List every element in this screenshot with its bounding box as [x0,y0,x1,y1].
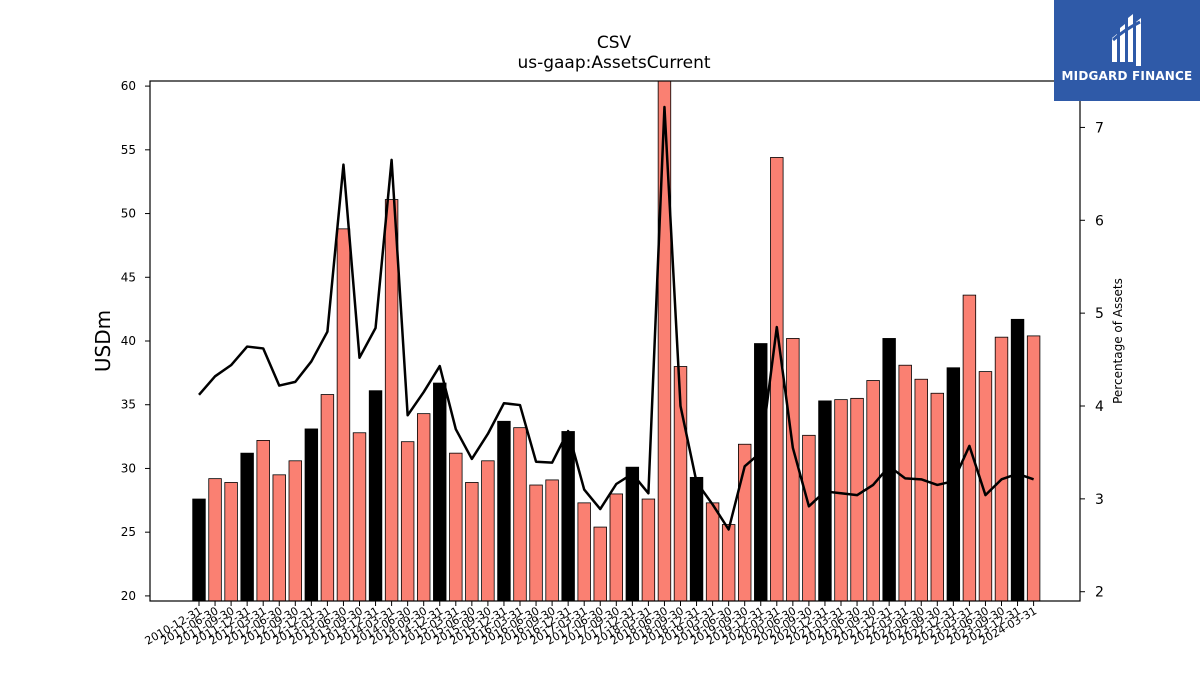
bar [1010,318,1025,602]
bar [384,199,399,602]
bar [208,478,222,602]
bar [802,434,816,602]
bar [930,392,945,602]
bar [866,380,880,602]
y-tick-label: 55 [121,143,136,157]
bar [978,371,993,602]
bar [224,482,238,602]
bar [834,399,848,602]
bar [561,431,575,602]
bar [914,378,928,602]
logo-text: MIDGARD FINANCE [1061,69,1193,83]
bar [272,474,286,602]
bar [192,498,206,602]
logo-mark-icon [1111,14,1141,66]
y-tick-label: 20 [121,589,136,603]
bar [256,440,270,602]
bar [609,493,624,602]
bar [497,420,511,602]
bar [754,343,768,602]
chart-title: CSV [597,33,632,53]
bar [898,364,912,602]
bar [721,524,736,602]
bar [400,441,415,602]
y2-tick-label: 3 [1095,492,1104,508]
y2-tick-label: 4 [1095,399,1104,415]
y2-tick-label: 2 [1095,585,1104,601]
bar [433,382,447,602]
midgard-finance-logo: MIDGARD FINANCE [1054,0,1200,101]
bar [593,526,607,602]
y-tick-label: 50 [121,207,136,221]
y-tick-label: 60 [121,79,136,93]
y2-tick-label: 5 [1095,306,1104,322]
y2-tick-label: 6 [1095,213,1104,229]
y-tick-label: 35 [121,398,136,412]
bar [416,413,431,602]
bar [850,397,864,602]
y-tick-label: 30 [121,461,136,475]
y-tick-label: 45 [121,270,136,284]
bar [449,452,463,602]
bar [529,484,543,602]
bar [513,427,527,602]
bar [705,502,720,602]
y2-tick-label: 7 [1095,120,1104,136]
bar [818,400,832,602]
bar [786,338,800,602]
bar [320,394,335,602]
y-tick-label: 40 [121,334,136,348]
plot-area: 2025303540455055602345672010-12-312011-0… [121,79,1104,647]
bar [240,452,254,602]
bar [352,432,367,602]
bar [304,428,319,602]
series-line [198,105,1035,531]
y-axis-label: USDm [91,310,115,372]
bar [1026,335,1041,602]
bar [994,336,1009,602]
bar [657,80,672,602]
bar [465,482,479,602]
bar [625,466,640,602]
y2-axis-label: Percentage of Assets [1111,278,1125,404]
bar [368,390,383,602]
chart-subtitle: us-gaap:AssetsCurrent [517,53,710,73]
y-tick-label: 25 [121,525,136,539]
bar [689,476,704,602]
plot-frame [149,80,1081,602]
bar [770,157,784,602]
bar [577,502,591,602]
bar [545,479,559,602]
bar [641,498,656,602]
bar [288,460,303,602]
bar [336,228,351,602]
bar [481,460,495,602]
bar [946,367,961,602]
